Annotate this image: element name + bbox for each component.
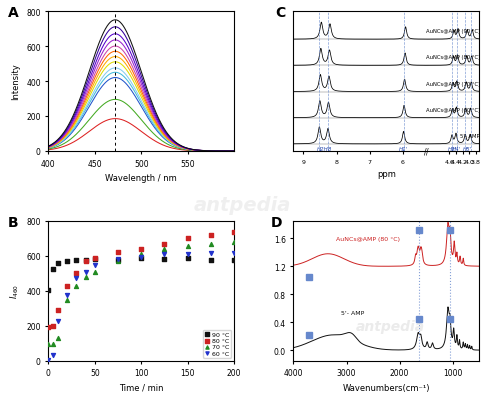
80 °C bbox=[230, 229, 238, 236]
60 °C bbox=[45, 357, 52, 363]
60 °C bbox=[63, 292, 71, 299]
Text: B: B bbox=[8, 216, 18, 230]
Text: H5': H5' bbox=[463, 147, 472, 152]
70 °C bbox=[114, 258, 122, 265]
90 °C bbox=[161, 257, 168, 263]
90 °C bbox=[114, 257, 122, 264]
Text: H4': H4' bbox=[452, 147, 461, 152]
Legend: 90 °C, 80 °C, 70 °C, 60 °C: 90 °C, 80 °C, 70 °C, 60 °C bbox=[203, 330, 231, 358]
Text: 5'- AMP: 5'- AMP bbox=[341, 310, 364, 315]
80 °C bbox=[63, 284, 71, 290]
Text: $\mathit{//}$: $\mathit{//}$ bbox=[423, 146, 430, 156]
60 °C bbox=[73, 275, 80, 281]
70 °C bbox=[137, 251, 145, 258]
60 °C bbox=[91, 262, 99, 269]
60 °C bbox=[137, 254, 145, 260]
70 °C bbox=[91, 269, 99, 276]
90 °C bbox=[82, 257, 90, 263]
80 °C bbox=[207, 232, 215, 238]
X-axis label: Time / min: Time / min bbox=[119, 383, 164, 392]
Text: AuNCs@AMP (90 °C): AuNCs@AMP (90 °C) bbox=[425, 29, 480, 34]
60 °C bbox=[82, 269, 90, 275]
90 °C bbox=[63, 258, 71, 265]
70 °C bbox=[63, 298, 71, 304]
Text: antpedia: antpedia bbox=[355, 319, 424, 333]
70 °C bbox=[184, 243, 192, 249]
90 °C bbox=[184, 255, 192, 261]
90 °C bbox=[54, 261, 61, 267]
X-axis label: Wavenumbers(cm⁻¹): Wavenumbers(cm⁻¹) bbox=[343, 383, 430, 392]
60 °C bbox=[114, 256, 122, 262]
80 °C bbox=[73, 271, 80, 277]
Y-axis label: Intensity: Intensity bbox=[12, 63, 21, 100]
70 °C bbox=[161, 246, 168, 253]
Text: AuNCs@AMP (60 °C): AuNCs@AMP (60 °C) bbox=[425, 107, 480, 113]
70 °C bbox=[73, 283, 80, 289]
70 °C bbox=[82, 274, 90, 280]
60 °C bbox=[207, 250, 215, 257]
Y-axis label: $I_{460}$: $I_{460}$ bbox=[8, 284, 21, 299]
80 °C bbox=[91, 255, 99, 261]
Text: AuNCs@AMP (70 °C): AuNCs@AMP (70 °C) bbox=[425, 81, 480, 86]
Text: 5'- AMP: 5'- AMP bbox=[460, 134, 480, 139]
80 °C bbox=[114, 249, 122, 256]
Text: H2H8: H2H8 bbox=[317, 147, 332, 152]
70 °C bbox=[230, 239, 238, 245]
X-axis label: Wavelength / nm: Wavelength / nm bbox=[106, 174, 177, 183]
90 °C bbox=[230, 257, 238, 263]
Text: antpedia: antpedia bbox=[193, 195, 291, 214]
70 °C bbox=[49, 341, 57, 347]
Text: AuNCs@AMP (80 °C): AuNCs@AMP (80 °C) bbox=[336, 236, 400, 241]
80 °C bbox=[161, 241, 168, 247]
60 °C bbox=[54, 318, 61, 324]
Text: H3': H3' bbox=[447, 147, 456, 152]
80 °C bbox=[49, 323, 57, 330]
80 °C bbox=[137, 246, 145, 253]
60 °C bbox=[161, 252, 168, 258]
90 °C bbox=[45, 287, 52, 293]
Text: D: D bbox=[271, 216, 283, 230]
70 °C bbox=[45, 341, 52, 347]
60 °C bbox=[184, 251, 192, 257]
90 °C bbox=[137, 255, 145, 261]
Text: AuNCs@AMP (80 °C): AuNCs@AMP (80 °C) bbox=[425, 55, 480, 60]
Text: H1': H1' bbox=[399, 147, 408, 152]
90 °C bbox=[73, 257, 80, 263]
90 °C bbox=[49, 266, 57, 272]
80 °C bbox=[184, 236, 192, 242]
70 °C bbox=[207, 241, 215, 247]
60 °C bbox=[49, 352, 57, 358]
90 °C bbox=[91, 256, 99, 262]
Text: C: C bbox=[275, 6, 285, 20]
70 °C bbox=[54, 334, 61, 341]
60 °C bbox=[230, 250, 238, 256]
80 °C bbox=[45, 324, 52, 330]
Text: A: A bbox=[8, 6, 18, 20]
80 °C bbox=[82, 258, 90, 265]
X-axis label: ppm: ppm bbox=[377, 170, 396, 179]
80 °C bbox=[54, 307, 61, 313]
90 °C bbox=[207, 257, 215, 263]
